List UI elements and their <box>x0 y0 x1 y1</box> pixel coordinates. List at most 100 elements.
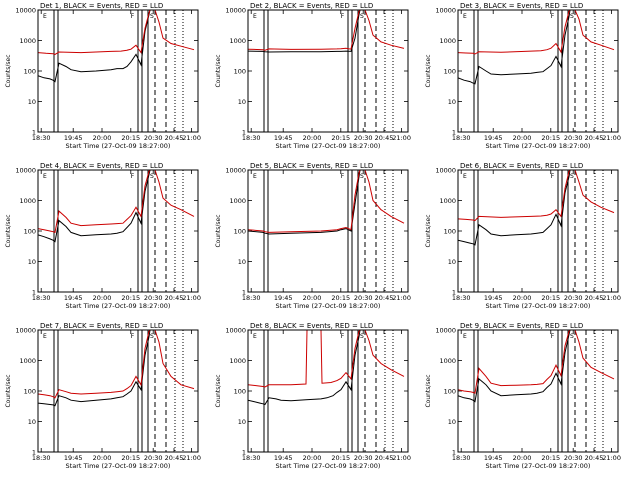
x-axis-label: Start Time (27-Oct-09 18:27:00) <box>66 142 171 150</box>
marker-tag: S <box>150 13 154 20</box>
x-tick-label: 18:30 <box>32 134 51 142</box>
marker-tag: E <box>43 173 47 180</box>
x-tick-label: 20:15 <box>541 454 560 462</box>
x-tick-label: 20:00 <box>303 134 322 142</box>
lld-series-line <box>248 330 405 388</box>
y-tick-label: 1 <box>452 289 456 297</box>
marker-tag: E <box>253 333 257 340</box>
marker-tag: E <box>463 173 467 180</box>
y-tick-label: 10 <box>448 258 456 266</box>
events-series-line <box>458 10 571 85</box>
y-tick-label: 1 <box>242 289 246 297</box>
y-tick-label: 100 <box>24 228 36 236</box>
x-tick-label: 20:45 <box>375 454 394 462</box>
detector-panel-8: Det 8, BLACK = Events, RED = LLD Counts/s… <box>215 322 411 470</box>
marker-tag: S <box>150 173 154 180</box>
y-tick-label: 1 <box>32 289 36 297</box>
detector-panel-7: Det 7, BLACK = Events, RED = LLD Counts/s… <box>5 322 201 470</box>
y-tick-label: 1000 <box>229 357 246 365</box>
time-markers <box>473 10 604 132</box>
plot-frame <box>247 169 409 293</box>
x-tick-label: 20:15 <box>121 134 140 142</box>
marker-tag: F <box>131 13 135 20</box>
x-tick-label: 21:00 <box>392 294 411 302</box>
detector-panel-4: Det 4, BLACK = Events, RED = LLD Counts/s… <box>5 162 201 310</box>
x-tick-label: 19:45 <box>484 134 503 142</box>
x-tick-label: 20:15 <box>331 454 350 462</box>
y-tick-label: 1000 <box>439 357 456 365</box>
x-tick-label: 20:00 <box>93 454 112 462</box>
y-axis-label: Counts/sec <box>5 214 12 247</box>
x-tick-label: 20:30 <box>564 454 583 462</box>
marker-tag: S <box>570 333 574 340</box>
marker-tag: S <box>360 173 364 180</box>
marker-tag: F <box>341 13 345 20</box>
y-tick-label: 1 <box>242 449 246 457</box>
marker-tag: E <box>463 333 467 340</box>
y-tick-label: 1 <box>452 449 456 457</box>
x-tick-label: 20:30 <box>564 134 583 142</box>
y-axis-label: Counts/sec <box>215 374 222 407</box>
panel-title: Det 9, BLACK = Events, RED = LLD <box>460 322 583 330</box>
x-tick-label: 19:45 <box>484 454 503 462</box>
events-series-line <box>38 170 151 243</box>
panel-title: Det 7, BLACK = Events, RED = LLD <box>40 322 163 330</box>
plot-frame <box>37 169 199 293</box>
marker-tag: S <box>360 333 364 340</box>
plot-frame <box>457 169 619 293</box>
y-tick-label: 1000 <box>19 37 36 45</box>
x-tick-label: 20:30 <box>354 294 373 302</box>
x-axis-label: Start Time (27-Oct-09 18:27:00) <box>276 462 381 470</box>
plot-frame <box>37 9 199 133</box>
x-tick-label: 18:30 <box>242 454 261 462</box>
marker-tag: F <box>131 173 135 180</box>
x-axis-label: Start Time (27-Oct-09 18:27:00) <box>486 142 591 150</box>
y-tick-label: 1000 <box>19 357 36 365</box>
x-tick-label: 19:45 <box>274 454 293 462</box>
x-tick-label: 20:30 <box>144 134 163 142</box>
marker-tag: S <box>360 13 364 20</box>
y-tick-label: 10000 <box>225 327 246 335</box>
y-tick-label: 10000 <box>15 7 36 15</box>
x-tick-label: 20:00 <box>303 294 322 302</box>
events-series-line <box>38 10 151 83</box>
x-tick-label: 20:45 <box>585 294 604 302</box>
lld-series-line <box>38 10 195 55</box>
x-tick-label: 20:45 <box>585 454 604 462</box>
events-series-line <box>458 170 571 246</box>
x-tick-label: 19:45 <box>274 134 293 142</box>
time-markers <box>263 330 394 452</box>
time-markers <box>53 10 184 132</box>
x-tick-label: 20:45 <box>165 294 184 302</box>
x-tick-label: 21:00 <box>182 294 201 302</box>
x-axis-label: Start Time (27-Oct-09 18:27:00) <box>66 302 171 310</box>
marker-tag: F <box>341 173 345 180</box>
y-tick-label: 1000 <box>229 37 246 45</box>
x-tick-label: 20:45 <box>165 134 184 142</box>
y-tick-label: 10 <box>448 98 456 106</box>
x-axis-label: Start Time (27-Oct-09 18:27:00) <box>66 462 171 470</box>
panel-title: Det 2, BLACK = Events, RED = LLD <box>250 2 373 10</box>
time-markers <box>263 170 394 292</box>
marker-tag: F <box>131 333 135 340</box>
y-tick-label: 1 <box>32 449 36 457</box>
plot-frame <box>247 329 409 453</box>
y-tick-label: 10000 <box>435 7 456 15</box>
x-tick-label: 20:00 <box>303 454 322 462</box>
detector-panel-9: Det 9, BLACK = Events, RED = LLD Counts/s… <box>425 322 621 470</box>
x-tick-label: 18:30 <box>452 134 471 142</box>
y-axis-label: Counts/sec <box>425 374 432 407</box>
x-tick-label: 20:15 <box>331 294 350 302</box>
marker-tag: S <box>570 173 574 180</box>
x-tick-label: 20:45 <box>585 134 604 142</box>
events-series-line <box>248 330 361 406</box>
time-markers <box>263 10 394 132</box>
y-tick-label: 10 <box>238 418 246 426</box>
y-axis-label: Counts/sec <box>215 54 222 87</box>
time-markers <box>53 170 184 292</box>
y-tick-label: 10000 <box>15 167 36 175</box>
y-tick-label: 100 <box>234 388 246 396</box>
marker-tag: F <box>551 13 555 20</box>
marker-tag: E <box>463 13 467 20</box>
detector-panel-3: Det 3, BLACK = Events, RED = LLD Counts/s… <box>425 2 621 150</box>
